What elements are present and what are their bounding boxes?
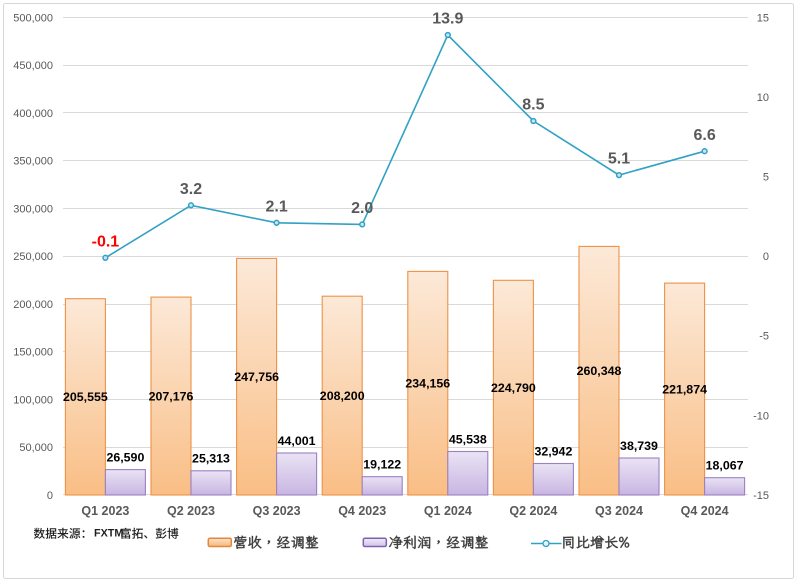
- svg-text:50,000: 50,000: [19, 442, 53, 454]
- svg-text:44,001: 44,001: [278, 434, 316, 448]
- svg-text:350,000: 350,000: [13, 156, 53, 168]
- svg-text:-0.1: -0.1: [92, 233, 120, 250]
- svg-text:10: 10: [757, 92, 769, 104]
- svg-text:45,538: 45,538: [449, 432, 487, 446]
- svg-text:25,313: 25,313: [192, 452, 230, 466]
- svg-text:100,000: 100,000: [13, 394, 53, 406]
- svg-text:18,067: 18,067: [706, 459, 744, 473]
- svg-text:-15: -15: [753, 490, 769, 502]
- svg-text:221,874: 221,874: [662, 382, 707, 396]
- svg-text:3.2: 3.2: [180, 181, 202, 198]
- svg-text:260,348: 260,348: [577, 364, 622, 378]
- svg-text:Q2 2024: Q2 2024: [509, 504, 557, 518]
- svg-text:150,000: 150,000: [13, 347, 53, 359]
- svg-text:2.1: 2.1: [265, 198, 287, 215]
- svg-text:Q3 2023: Q3 2023: [253, 504, 301, 518]
- svg-text:200,000: 200,000: [13, 299, 53, 311]
- svg-text:2.0: 2.0: [351, 200, 373, 217]
- svg-text:Q4 2024: Q4 2024: [681, 504, 729, 518]
- svg-text:8.5: 8.5: [522, 97, 544, 114]
- svg-text:6.6: 6.6: [693, 127, 715, 144]
- svg-text:Q2 2023: Q2 2023: [167, 504, 215, 518]
- svg-text:234,156: 234,156: [405, 377, 450, 391]
- svg-text:Q4 2023: Q4 2023: [338, 504, 386, 518]
- svg-text:Q1 2023: Q1 2023: [81, 504, 129, 518]
- svg-text:Q1 2024: Q1 2024: [424, 504, 472, 518]
- svg-text:450,000: 450,000: [13, 60, 53, 72]
- svg-text:13.9: 13.9: [432, 11, 463, 28]
- svg-text:15: 15: [757, 12, 769, 24]
- svg-text:Q3 2024: Q3 2024: [595, 504, 643, 518]
- svg-text:205,555: 205,555: [63, 390, 108, 404]
- svg-text:38,739: 38,739: [620, 439, 658, 453]
- svg-text:208,200: 208,200: [320, 389, 365, 403]
- svg-text:250,000: 250,000: [13, 251, 53, 263]
- svg-text:0: 0: [763, 251, 769, 263]
- svg-text:-5: -5: [759, 331, 769, 343]
- svg-text:19,122: 19,122: [363, 458, 401, 472]
- svg-text:32,942: 32,942: [534, 444, 572, 458]
- svg-text:207,176: 207,176: [149, 389, 194, 403]
- svg-text:-10: -10: [753, 410, 769, 422]
- svg-text:300,000: 300,000: [13, 203, 53, 215]
- svg-text:224,790: 224,790: [491, 381, 536, 395]
- svg-text:5: 5: [763, 172, 769, 184]
- svg-text:FXTM: FXTM: [94, 528, 123, 540]
- svg-text:0: 0: [47, 490, 53, 502]
- svg-text:500,000: 500,000: [13, 12, 53, 24]
- svg-text:247,756: 247,756: [234, 370, 279, 384]
- svg-text:26,590: 26,590: [106, 450, 144, 464]
- svg-text:400,000: 400,000: [13, 108, 53, 120]
- svg-text:5.1: 5.1: [608, 151, 630, 168]
